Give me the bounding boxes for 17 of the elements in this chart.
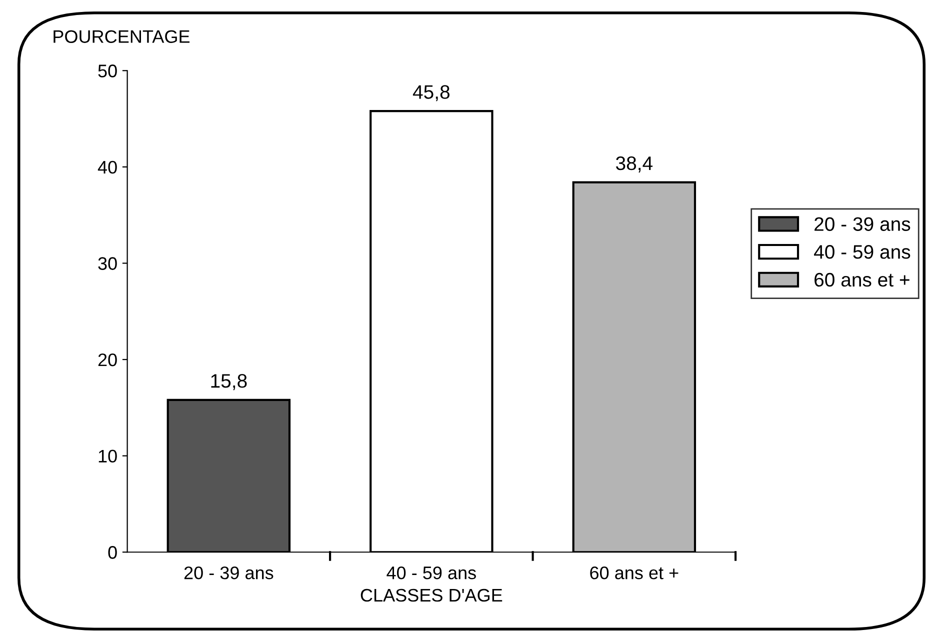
- data-label: 38,4: [616, 156, 653, 172]
- x-tick-label: 40 - 59 ans: [386, 566, 476, 580]
- legend-label: 60 ans et +: [814, 272, 910, 287]
- x-tick-label: 60 ans et +: [590, 566, 678, 580]
- y-tick-label: 30: [98, 257, 117, 270]
- legend-label: 20 - 39 ans: [814, 217, 910, 231]
- y-tick-label: 50: [98, 64, 117, 78]
- legend-label: 40 - 59 ans: [814, 245, 910, 259]
- y-tick-label: 20: [98, 353, 117, 366]
- data-label: 15,8: [211, 374, 247, 390]
- y-tick-label: 0: [108, 546, 117, 559]
- y-tick-label: 40: [98, 160, 117, 174]
- data-label: 45,8: [412, 85, 450, 102]
- y-tick-label: 10: [98, 450, 117, 463]
- y-axis-title: POURCENTAGE: [54, 30, 190, 43]
- x-axis-title: CLASSES D'AGE: [360, 588, 502, 602]
- x-tick-label: 20 - 39 ans: [184, 566, 274, 580]
